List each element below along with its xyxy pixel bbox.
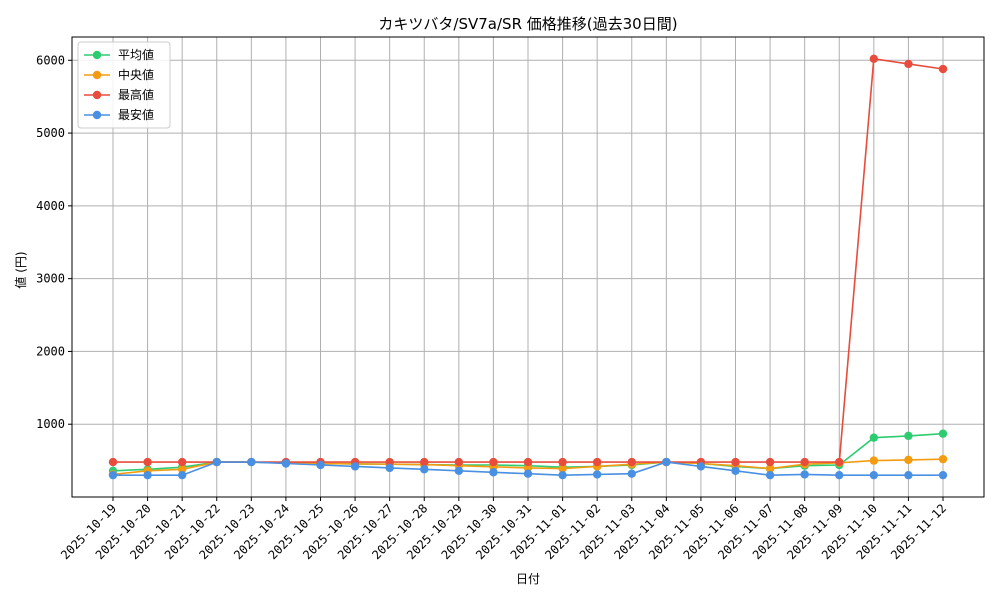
data-point (385, 457, 394, 467)
y-tick-label: 2000 (36, 344, 65, 358)
legend-swatch-marker (92, 90, 102, 100)
data-point (489, 468, 498, 477)
data-point (765, 457, 775, 467)
data-point (592, 470, 602, 479)
legend-label: 中央値 (118, 67, 154, 82)
data-point (108, 457, 118, 467)
data-point (904, 470, 913, 480)
data-point (420, 465, 429, 474)
chart-title: カキツバタ/SV7a/SR 価格推移(過去30日間) (378, 15, 677, 33)
legend-box (77, 41, 171, 129)
data-point (627, 469, 636, 478)
data-point (558, 470, 567, 480)
data-point (800, 457, 809, 467)
data-point (212, 457, 221, 467)
data-point (523, 463, 533, 473)
data-point (143, 470, 152, 480)
x-axis-label: 日付 (516, 572, 540, 586)
data-point (904, 59, 913, 69)
y-tick-label: 4000 (36, 199, 65, 213)
data-point (454, 457, 464, 467)
y-tick-label: 1000 (36, 417, 65, 431)
data-point (904, 431, 913, 441)
data-point (558, 457, 567, 467)
x-axis-ticks: 2025-10-192025-10-202025-10-212025-10-22… (58, 497, 949, 562)
data-point (938, 64, 948, 74)
data-point (869, 456, 879, 465)
legend-label: 最高値 (118, 87, 154, 102)
data-point (281, 459, 291, 468)
legend-label: 平均値 (118, 47, 154, 62)
data-point (938, 429, 948, 438)
data-point (592, 457, 602, 467)
data-point (800, 470, 809, 479)
data-point (731, 457, 740, 467)
legend-label: 最安値 (118, 107, 154, 122)
legend-item: 平均値 (84, 47, 154, 62)
data-point (938, 470, 948, 480)
data-point (177, 457, 187, 467)
data-point (627, 457, 636, 467)
data-point (143, 457, 152, 467)
legend-item: 中央値 (84, 67, 154, 82)
data-point (385, 463, 394, 473)
data-point (869, 54, 879, 64)
legend-swatch-marker (92, 70, 102, 80)
y-tick-label: 6000 (36, 53, 65, 67)
data-point (835, 457, 844, 467)
data-point (869, 433, 879, 442)
data-point (558, 464, 567, 473)
data-point (247, 457, 256, 467)
data-point (904, 455, 913, 465)
data-point (489, 457, 498, 467)
series-layer (108, 54, 948, 480)
legend-swatch-marker (92, 110, 102, 120)
grid (72, 37, 984, 497)
legend-item: 最高値 (84, 87, 154, 102)
data-point (696, 462, 706, 471)
data-point (350, 462, 360, 471)
data-point (765, 464, 775, 473)
data-point (420, 457, 429, 467)
y-axis-ticks: 1000 2000 3000 4000 5000 6000 (36, 53, 72, 431)
series-3 (108, 457, 948, 480)
data-point (731, 466, 740, 475)
y-axis-label: 値 (円) (13, 251, 28, 288)
data-point (662, 457, 671, 467)
y-tick-label: 3000 (36, 272, 65, 286)
legend-swatch-marker (92, 50, 102, 60)
data-point (938, 454, 948, 464)
data-point (177, 470, 187, 480)
data-point (835, 470, 844, 480)
data-point (316, 460, 325, 470)
data-point (869, 470, 879, 480)
data-point (108, 470, 118, 480)
data-point (765, 470, 775, 480)
data-point (177, 465, 187, 474)
y-tick-label: 5000 (36, 126, 65, 140)
data-point (523, 457, 533, 467)
legend-item: 最安値 (84, 107, 154, 122)
data-point (454, 466, 464, 475)
data-point (523, 469, 533, 478)
